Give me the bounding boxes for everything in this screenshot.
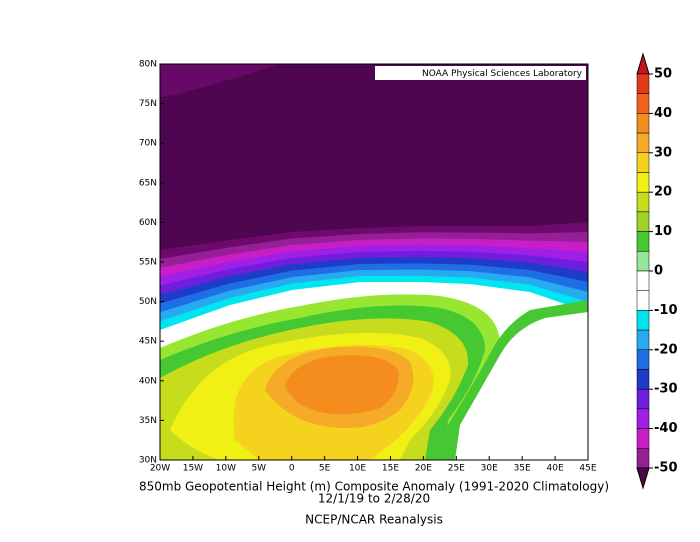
colorbar-label: 40 (654, 106, 672, 121)
colorbar-arrow (636, 467, 650, 490)
anomaly-field (160, 64, 588, 460)
colorbar-swatch (636, 251, 650, 272)
colorbar-label: -20 (654, 342, 678, 357)
colorbar-swatch (636, 290, 650, 311)
lon-tick-label: 45E (579, 464, 596, 474)
colorbar-label: 20 (654, 185, 672, 200)
colorbar-swatch (636, 369, 650, 390)
colorbar-swatch (636, 408, 650, 429)
lat-tick-label: 75N (139, 99, 157, 109)
colorbar-label: 50 (654, 67, 672, 82)
lat-tick-label: 60N (139, 218, 157, 228)
colorbar-label: -10 (654, 303, 678, 318)
colorbar-swatch (636, 113, 650, 134)
lat-tick-label: 45N (139, 337, 157, 347)
colorbar-swatch (636, 388, 650, 410)
colorbar-swatch (636, 231, 650, 252)
date-range: 12/1/19 to 2/28/20 (318, 492, 430, 506)
colorbar-label: 10 (654, 224, 672, 239)
colorbar-arrow (636, 52, 650, 75)
colorbar-swatch (636, 310, 650, 331)
lon-tick-label: 5E (319, 464, 331, 474)
lon-tick-label: 35E (514, 464, 531, 474)
lon-tick-label: 15E (382, 464, 399, 474)
colorbar-label: -40 (654, 421, 678, 436)
colorbar-swatch (636, 349, 650, 370)
contour-region (455, 312, 588, 460)
credit: NOAA Physical Sciences Laboratory (422, 69, 583, 79)
contour-region (285, 355, 399, 415)
lon-tick-label: 20E (415, 464, 432, 474)
title: 850mb Geopotential Height (m) Composite … (139, 480, 609, 494)
lon-tick-label: 10W (216, 464, 236, 474)
colorbar-swatch (636, 191, 650, 213)
colorbar-swatch (636, 270, 650, 291)
lat-tick-label: 50N (139, 297, 157, 307)
lat-tick-label: 30N (139, 456, 157, 466)
lat-tick-label: 40N (139, 376, 157, 386)
colorbar-label: -30 (654, 382, 678, 397)
lat-tick-label: 35N (139, 416, 157, 426)
credit-box (375, 66, 586, 80)
colorbar-swatch (636, 329, 650, 351)
lat-tick-label: 65N (139, 178, 157, 188)
lon-tick-label: 5W (251, 464, 266, 474)
lon-tick-label: 0 (289, 464, 295, 474)
colorbar-swatch (636, 152, 650, 173)
colorbar-swatch (636, 172, 650, 193)
colorbar-swatch (636, 211, 650, 232)
colorbar-label: 30 (654, 145, 672, 160)
lon-tick-label: 25E (448, 464, 465, 474)
colorbar-swatch (636, 93, 650, 114)
lon-tick-label: 15W (183, 464, 203, 474)
lat-tick-label: 80N (139, 60, 157, 70)
source: NCEP/NCAR Reanalysis (305, 513, 443, 527)
colorbar: 50 40 30 20 10 0 -10 -20 -30 -40 -50 (636, 52, 678, 490)
lon-tick-label: 40E (547, 464, 564, 474)
colorbar-label: 0 (654, 264, 663, 279)
colorbar-swatch (636, 428, 650, 449)
lon-tick-label: 10E (349, 464, 366, 474)
colorbar-swatch (636, 132, 650, 154)
colorbar-swatch (636, 73, 650, 94)
colorbar-swatch (636, 448, 650, 469)
lat-tick-label: 70N (139, 139, 157, 149)
colorbar-label: -50 (654, 461, 678, 476)
lat-tick-label: 55N (139, 258, 157, 268)
lon-tick-label: 30E (481, 464, 498, 474)
lon-tick-label: 20W (150, 464, 170, 474)
